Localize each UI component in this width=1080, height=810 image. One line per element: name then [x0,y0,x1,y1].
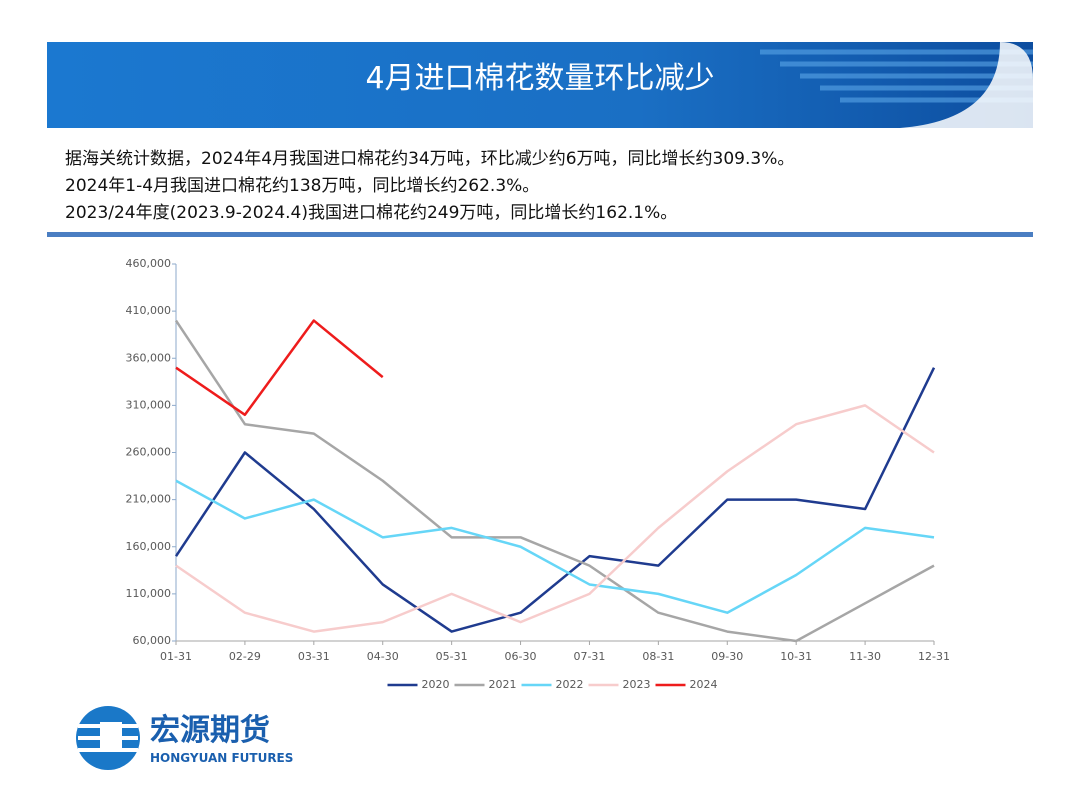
logo-english: HONGYUAN FUTURES [150,751,293,765]
summary-line: 据海关统计数据，2024年4月我国进口棉花约34万吨，环比减少约6万吨，同比增长… [65,149,794,169]
x-tick-label: 11-30 [849,650,881,663]
legend-label: 2023 [623,678,651,691]
x-tick-label: 12-31 [918,650,950,663]
x-tick-label: 04-30 [367,650,399,663]
x-tick-label: 07-31 [573,650,605,663]
slide-title: 4月进口棉花数量环比减少 [365,61,714,96]
y-tick-label: 210,000 [126,493,172,506]
legend-label: 2021 [489,678,517,691]
y-tick-label: 410,000 [126,304,172,317]
legend-label: 2024 [690,678,718,691]
y-tick-label: 360,000 [126,351,172,364]
banner [47,42,1033,128]
legend-label: 2020 [422,678,450,691]
x-tick-label: 06-30 [505,650,537,663]
x-tick-label: 01-31 [160,650,192,663]
series-line [175,404,935,633]
y-tick-label: 160,000 [126,540,172,553]
series-line [175,479,935,614]
logo-name: 宏源期货 [150,713,270,748]
y-tick-label: 310,000 [126,398,172,411]
y-tick-label: 110,000 [126,587,172,600]
y-tick-label: 460,000 [126,257,172,270]
x-tick-label: 05-31 [436,650,468,663]
series-line [174,367,936,633]
x-tick-label: 10-31 [780,650,812,663]
x-tick-label: 09-30 [711,650,743,663]
x-tick-label: 03-31 [298,650,330,663]
divider [47,232,1033,237]
x-tick-label: 08-31 [642,650,674,663]
y-tick-label: 260,000 [126,446,172,459]
logo: 宏源期货 HONGYUAN FUTURES [76,706,293,770]
summary-line: 2023/24年度(2023.9-2024.4)我国进口棉花约249万吨，同比增… [65,203,677,223]
chart: 60,000 110,000 160,000 210,000 260,000 310,00… [126,257,950,691]
y-tick-label: 60,000 [133,634,172,647]
summary-line: 2024年1-4月我国进口棉花约138万吨，同比增长约262.3%。 [65,176,539,196]
legend-label: 2022 [556,678,584,691]
x-tick-label: 02-29 [229,650,261,663]
series-line [175,319,384,417]
series-line [174,319,935,643]
